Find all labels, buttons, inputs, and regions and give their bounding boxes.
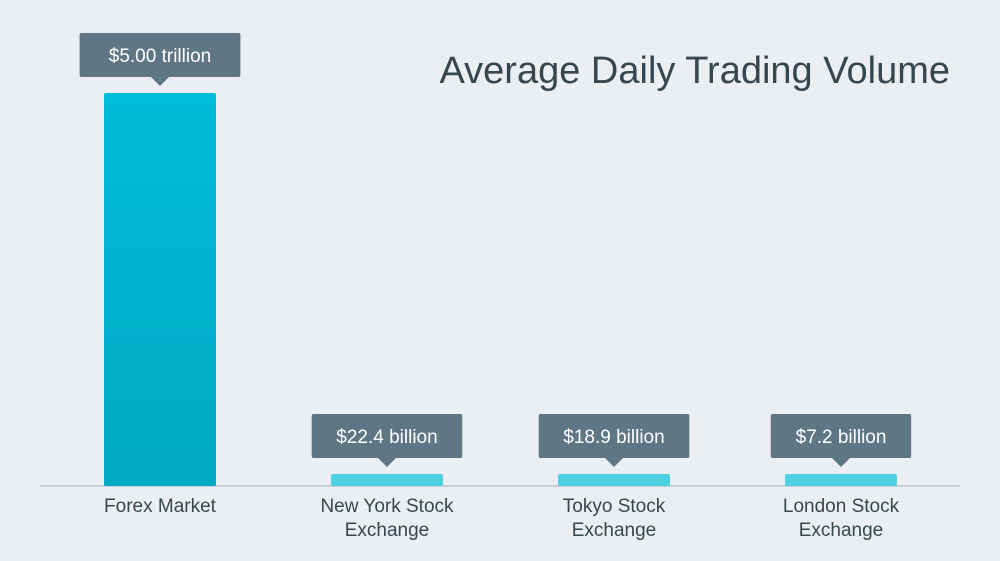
category-label-0: Forex Market: [104, 496, 217, 517]
value-label-text: $18.9 billion: [563, 427, 664, 448]
value-label-text: $5.00 trillion: [109, 46, 211, 67]
category-label-line: Forex Market: [104, 496, 217, 517]
value-label-box: [79, 33, 241, 77]
bar-3: [785, 474, 897, 486]
value-label-pointer: [605, 458, 623, 467]
category-label-line: Tokyo Stock: [563, 496, 666, 517]
value-label-box: [311, 414, 463, 458]
value-label-pointer: [378, 458, 396, 467]
category-label-line: New York Stock: [320, 496, 454, 517]
category-label-1: New York Stock Exchange: [320, 496, 454, 541]
category-label-2: Tokyo Stock Exchange: [563, 496, 666, 541]
value-label-text: $22.4 billion: [336, 427, 437, 448]
category-label-line: Exchange: [345, 520, 430, 541]
value-label-3: $7.2 billion: [770, 414, 912, 467]
bar-0: [104, 93, 216, 486]
value-label-text: $7.2 billion: [796, 427, 887, 448]
category-label-line: Exchange: [572, 520, 657, 541]
category-label-3: London Stock Exchange: [783, 496, 900, 541]
value-label-pointer: [151, 77, 169, 86]
value-label-2: $18.9 billion: [538, 414, 690, 467]
value-label-pointer: [832, 458, 850, 467]
category-label-line: London Stock: [783, 496, 900, 517]
bar-1: [331, 474, 443, 486]
data-labels-group: $5.00 trillion $22.4 billion $18.9 billion…: [79, 33, 912, 467]
value-label-0: $5.00 trillion: [79, 33, 241, 86]
value-label-1: $22.4 billion: [311, 414, 463, 467]
bar-2: [558, 474, 670, 486]
chart-title: Average Daily Trading Volume: [440, 50, 950, 92]
bars-group: [104, 93, 897, 486]
value-label-box: [770, 414, 912, 458]
value-label-box: [538, 414, 690, 458]
category-label-line: Exchange: [799, 520, 884, 541]
category-labels-group: Forex Market New York Stock ExchangeTokyo …: [104, 496, 900, 541]
